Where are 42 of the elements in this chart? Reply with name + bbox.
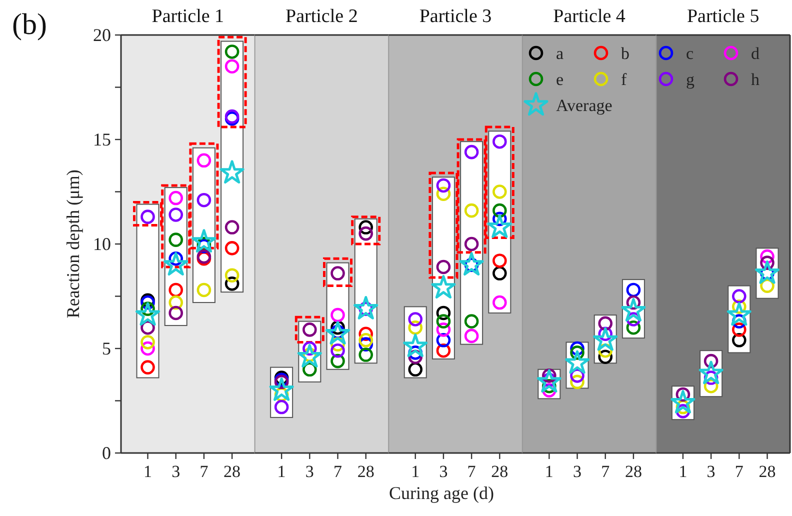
chart-title: Particle 3 — [419, 6, 492, 27]
x-tick-label: 1 — [144, 462, 152, 481]
chart-title: Particle 1 — [152, 6, 224, 27]
legend-label: a — [556, 44, 564, 63]
x-tick-label: 3 — [706, 462, 716, 481]
x-tick-label: 1 — [277, 462, 286, 481]
x-tick-label: 7 — [601, 462, 610, 481]
x-tick-label: 3 — [172, 462, 180, 481]
x-tick-label: 1 — [544, 462, 554, 481]
y-tick-label: 20 — [93, 25, 111, 45]
x-tick-label: 7 — [334, 462, 343, 481]
legend-label: c — [686, 44, 694, 63]
x-tick-label: 28 — [758, 462, 776, 481]
x-axis-title: Curing age (d) — [389, 483, 494, 503]
x-tick-label: 7 — [467, 462, 476, 481]
x-tick-label: 28 — [491, 462, 508, 481]
x-tick-label: 1 — [678, 462, 688, 481]
chart-title: Particle 2 — [286, 6, 358, 27]
x-tick-label: 7 — [200, 462, 209, 481]
y-tick-label: 10 — [93, 234, 111, 254]
legend-label: Average — [556, 96, 612, 115]
chart-title: Particle 4 — [553, 6, 626, 27]
legend-label: d — [751, 44, 760, 63]
legend-label: g — [686, 70, 695, 89]
x-tick-label: 3 — [439, 462, 448, 481]
y-tick-label: 5 — [102, 338, 111, 358]
y-tick-label: 15 — [93, 130, 111, 150]
text: (b) — [12, 8, 47, 41]
x-tick-label: 28 — [624, 462, 642, 481]
legend-label: f — [621, 70, 627, 89]
x-tick-label: 28 — [357, 462, 374, 481]
y-tick-label: 0 — [102, 443, 111, 463]
chart-title: Particle 5 — [686, 6, 760, 27]
legend-label: e — [556, 70, 564, 89]
x-tick-label: 7 — [734, 462, 744, 481]
x-tick-label: 3 — [573, 462, 582, 481]
x-tick-label: 1 — [411, 462, 420, 481]
legend-label: b — [621, 44, 630, 63]
x-tick-label: 28 — [224, 462, 241, 481]
legend-label: h — [751, 70, 760, 89]
y-axis-title: Reaction depth (μm) — [63, 170, 83, 318]
x-tick-label: 3 — [305, 462, 314, 481]
